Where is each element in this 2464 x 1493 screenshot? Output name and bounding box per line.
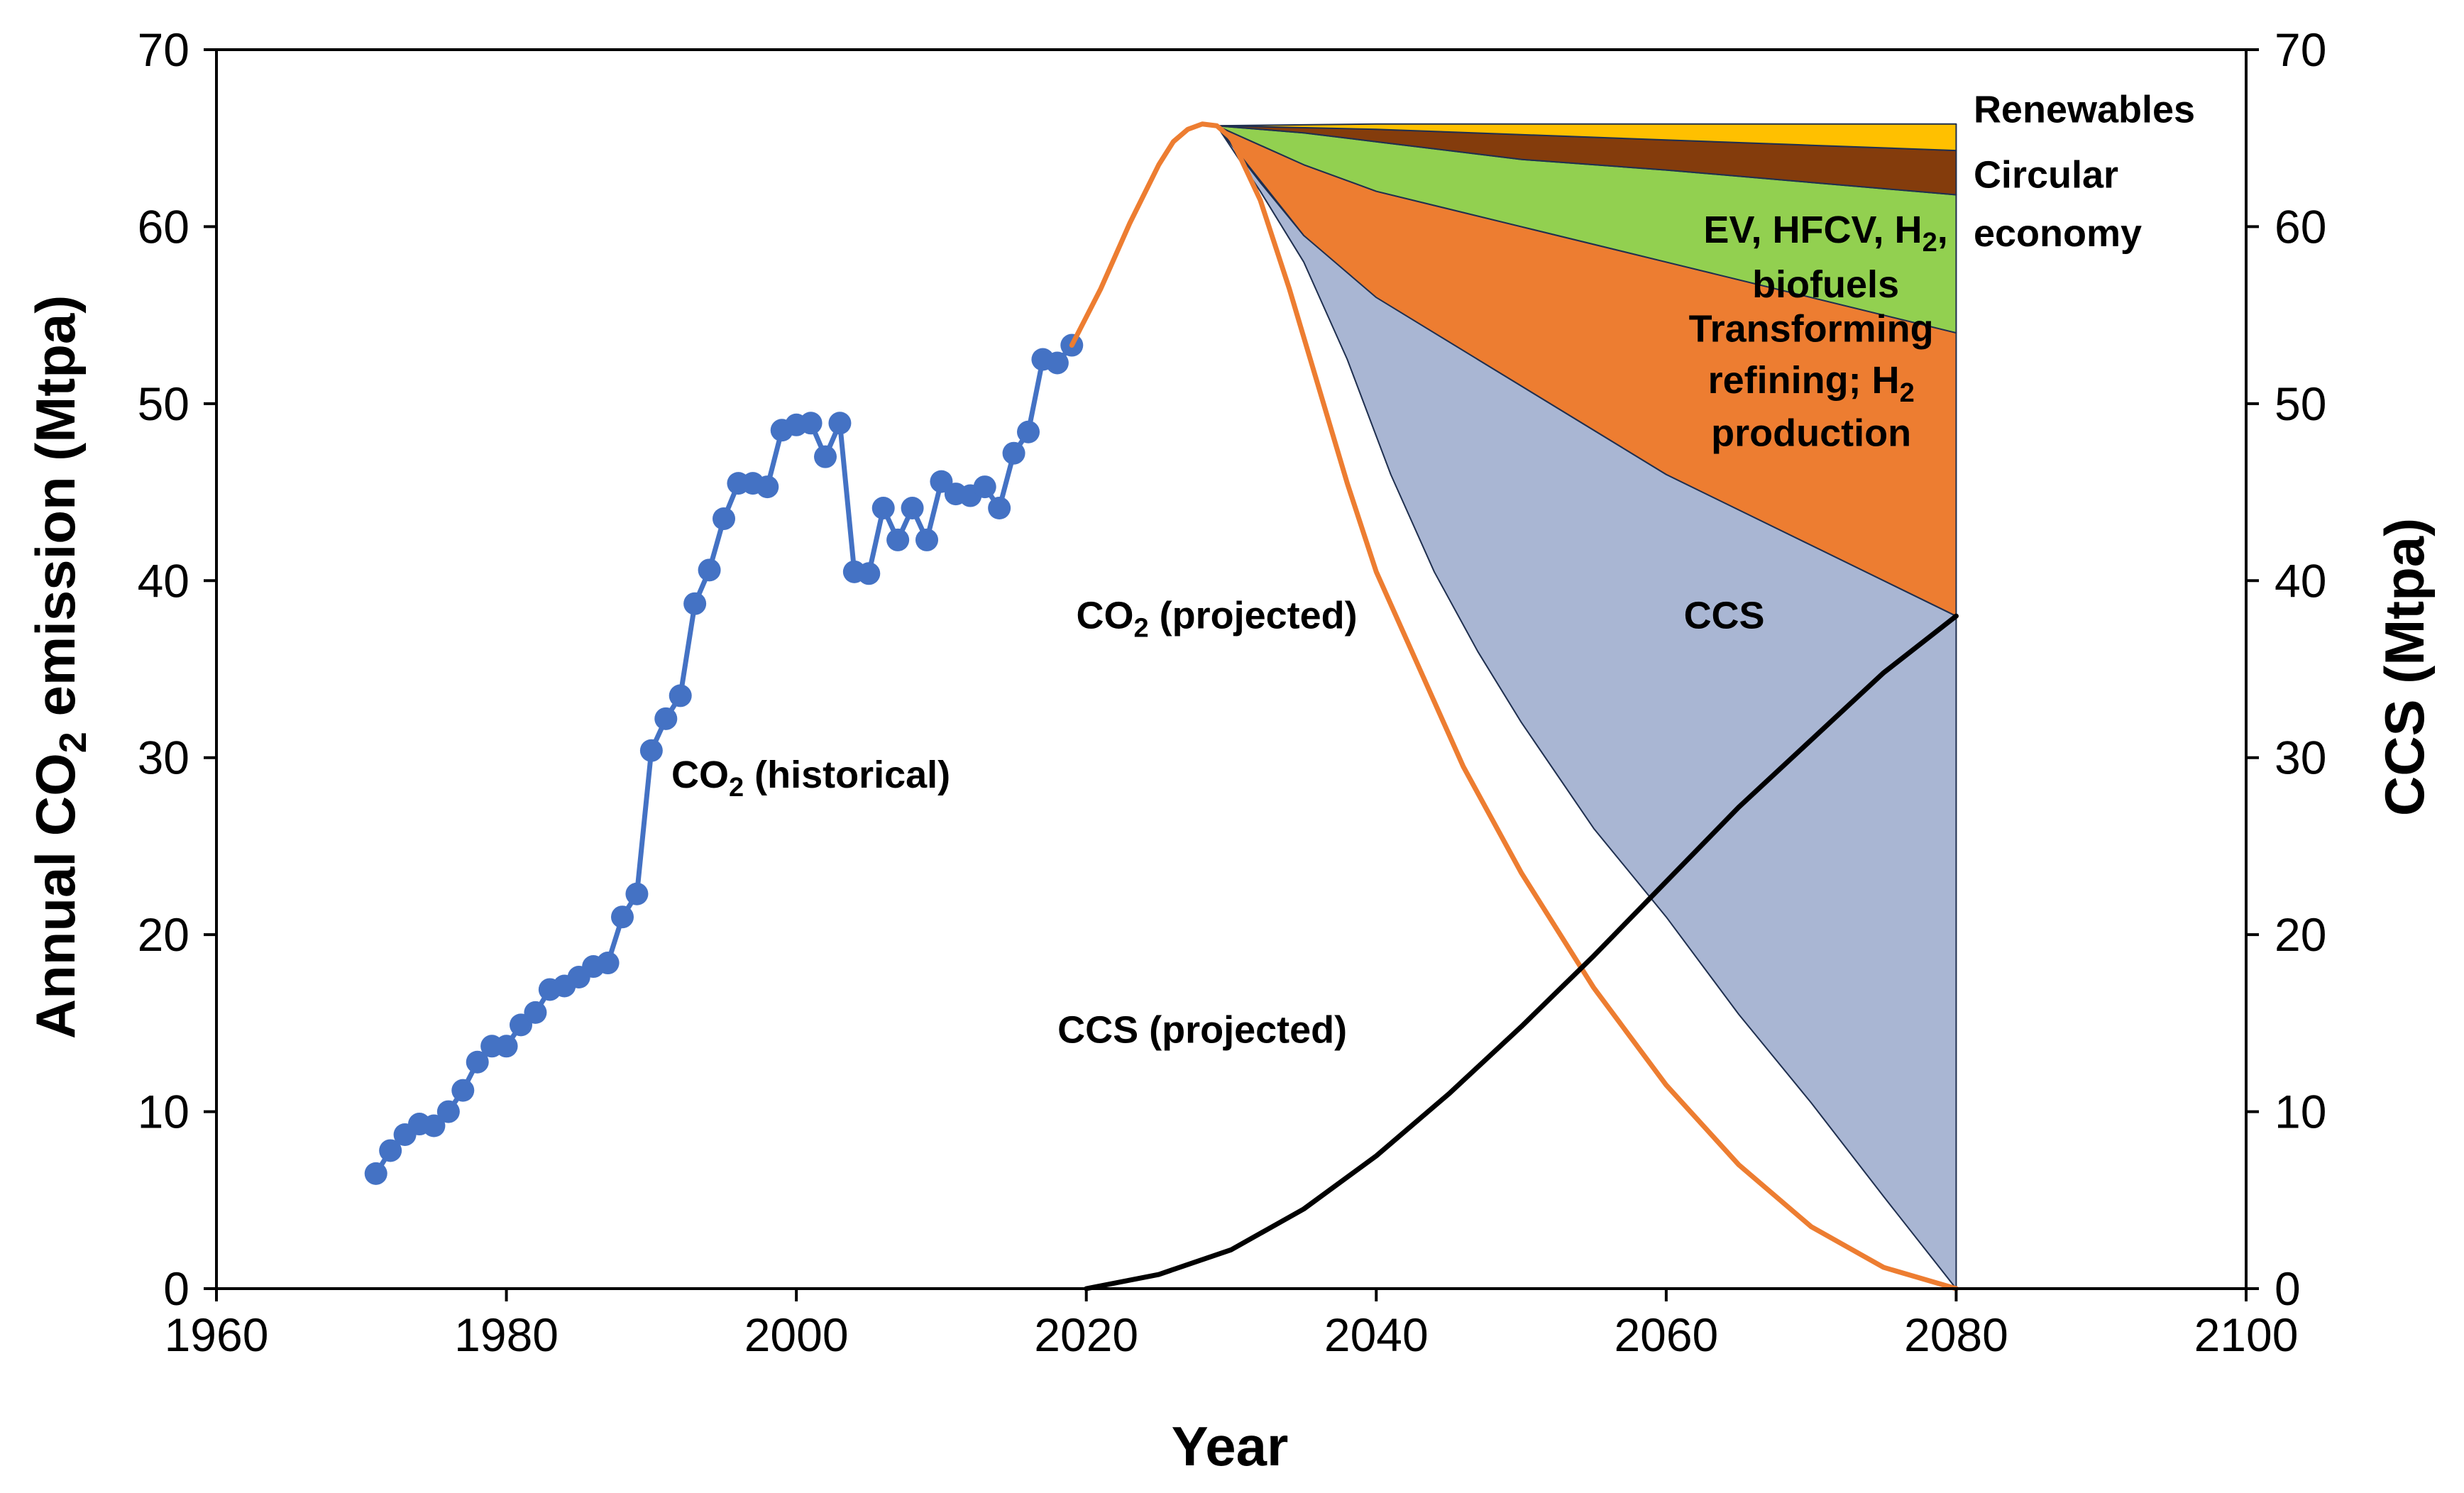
point-co2-historical-1972 (379, 1139, 402, 1162)
label-ev-1: EV, HFCV, H2, (1703, 209, 1947, 258)
label-ev-2: biofuels (1752, 263, 1899, 306)
label-transforming-2: refining; H2 (1708, 359, 1915, 408)
label-historical: CO2 (historical) (671, 754, 950, 803)
point-co2-historical-2005 (857, 562, 881, 585)
y-tick-label-60: 60 (138, 200, 189, 253)
point-co2-historical-1980 (495, 1035, 518, 1058)
point-co2-historical-1977 (451, 1079, 475, 1102)
point-co2-historical-2014 (988, 497, 1011, 520)
y2-tick-label-40: 40 (2275, 554, 2326, 607)
point-co2-historical-2013 (973, 475, 996, 499)
x-tick-label-2080: 2080 (1904, 1309, 2008, 1361)
point-co2-historical-2008 (901, 497, 924, 520)
label-renewables: Renewables (1974, 88, 2195, 131)
point-co2-historical-1994 (698, 558, 721, 582)
y2-tick-label-20: 20 (2275, 908, 2326, 961)
y2-tick-label-10: 10 (2275, 1086, 2326, 1138)
stacked-areas (1216, 123, 1957, 1289)
x-tick-label-1980: 1980 (454, 1309, 559, 1361)
point-co2-historical-2007 (886, 528, 910, 551)
point-co2-historical-1993 (683, 592, 707, 615)
line-co2-projected (1069, 121, 1959, 1291)
point-co2-historical-1976 (436, 1100, 460, 1123)
point-co2-historical-1989 (625, 882, 649, 905)
point-co2-historical-2002 (814, 445, 837, 468)
label-ccs-area: CCS (1684, 595, 1765, 637)
y2-tick-label-0: 0 (2275, 1262, 2301, 1315)
label-ccs-projected: CCS (projected) (1057, 1008, 1347, 1051)
point-co2-historical-1988 (611, 905, 634, 929)
x-tick-label-2100: 2100 (2194, 1309, 2299, 1361)
point-co2-historical-2015 (1002, 441, 1025, 465)
annotations: CO2 (historical) CO2 (projected) CCS CCS (p… (671, 88, 2195, 1051)
point-co2-historical-1998 (756, 475, 779, 499)
point-co2-historical-2018 (1045, 351, 1069, 375)
svg-text:Annual CO2 emission (Mtpa): Annual CO2 emission (Mtpa) (24, 295, 94, 1039)
x-tick-label-1960: 1960 (165, 1309, 269, 1361)
y2-tick-label-30: 30 (2275, 732, 2326, 784)
line-ccs-projected (1084, 613, 1959, 1291)
label-transforming-1: Transforming (1689, 308, 1934, 351)
y-tick-label-20: 20 (138, 908, 189, 961)
x-tick-label-2020: 2020 (1034, 1309, 1138, 1361)
area-renewables (1216, 123, 1957, 152)
y-tick-label-70: 70 (138, 23, 189, 76)
axes: 1960 1980 2000 2020 2040 2060 2080 210001020304… (138, 23, 2327, 1361)
x-tick-label-2040: 2040 (1324, 1309, 1429, 1361)
y-tick-label-10: 10 (138, 1086, 189, 1138)
plot-frame (215, 48, 2248, 1290)
label-circular-2: economy (1974, 212, 2142, 255)
label-transforming-3: production (1711, 412, 1911, 455)
y-tick-label-40: 40 (138, 554, 189, 607)
point-co2-historical-1992 (669, 684, 692, 707)
x-tick-label-2060: 2060 (1614, 1309, 1718, 1361)
point-co2-historical-1990 (639, 739, 663, 762)
y-tick-label-0: 0 (163, 1262, 189, 1315)
y2-axis-title: CCS (Mtpa) (2373, 518, 2436, 816)
label-projected: CO2 (projected) (1076, 595, 1357, 644)
point-co2-historical-2006 (871, 497, 895, 520)
point-co2-historical-1987 (596, 952, 620, 975)
y2-tick-label-70: 70 (2275, 23, 2326, 76)
series-lines (364, 121, 1959, 1291)
y-tick-label-30: 30 (138, 732, 189, 784)
point-co2-historical-2001 (799, 412, 823, 435)
point-co2-historical-2003 (828, 412, 852, 435)
point-co2-historical-1971 (364, 1162, 387, 1185)
y2-tick-label-50: 50 (2275, 378, 2326, 430)
label-circular-1: Circular (1974, 154, 2118, 197)
point-co2-historical-1991 (654, 707, 678, 730)
point-co2-historical-2016 (1017, 420, 1040, 444)
point-co2-historical-2009 (915, 528, 938, 551)
point-co2-historical-1995 (713, 507, 735, 530)
y-tick-label-50: 50 (138, 378, 189, 430)
point-co2-historical-1978 (466, 1050, 489, 1074)
point-co2-historical-1975 (422, 1114, 446, 1137)
point-co2-historical-1982 (524, 1001, 547, 1024)
y2-tick-label-60: 60 (2275, 200, 2326, 253)
x-axis-title: Year (1172, 1415, 1289, 1477)
x-tick-label-2000: 2000 (744, 1309, 849, 1361)
y-axis-title: Annual CO2 emission (Mtpa) (24, 295, 94, 1039)
